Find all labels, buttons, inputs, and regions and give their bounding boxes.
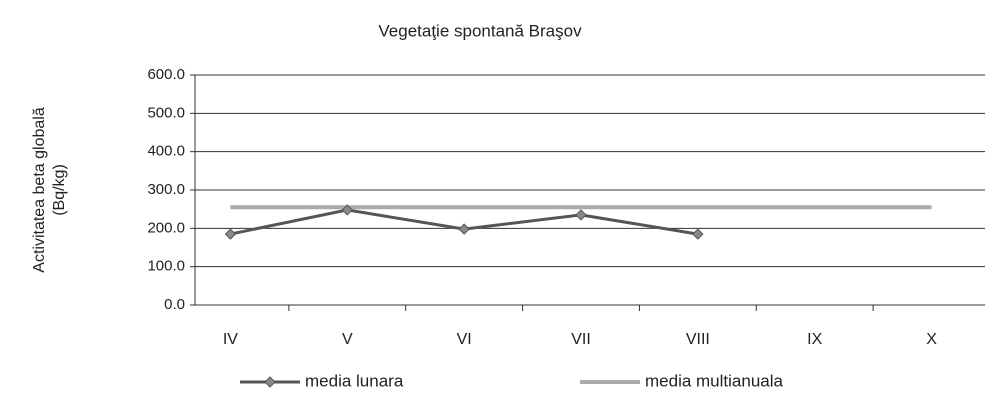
data-point: [341, 204, 353, 216]
x-tick-label: VII: [571, 331, 591, 348]
y-axis-label: (Bq/kg): [51, 164, 68, 216]
y-axis-label: Activitatea beta globală: [31, 107, 48, 273]
y-tick-label: 100.0: [147, 258, 185, 275]
x-tick-label: X: [926, 331, 937, 348]
y-tick-label: 400.0: [147, 143, 185, 160]
x-tick-label: VI: [457, 331, 472, 348]
x-tick-label: VIII: [686, 331, 710, 348]
legend-marker: [264, 376, 276, 388]
y-tick-label: 300.0: [147, 181, 185, 198]
y-tick-label: 500.0: [147, 104, 185, 121]
chart-title: Vegetaţie spontană Braşov: [378, 21, 582, 40]
legend-label: media lunara: [305, 371, 404, 390]
x-tick-label: IV: [223, 331, 238, 348]
x-tick-label: IX: [807, 331, 822, 348]
y-tick-label: 200.0: [147, 219, 185, 236]
data-point: [224, 228, 237, 240]
x-tick-label: V: [342, 331, 353, 348]
data-point: [458, 223, 470, 235]
y-tick-label: 0.0: [164, 296, 185, 313]
y-tick-label: 600.0: [147, 66, 185, 83]
legend-label: media multianuala: [645, 371, 784, 390]
data-point: [575, 209, 587, 221]
data-point: [692, 228, 704, 240]
